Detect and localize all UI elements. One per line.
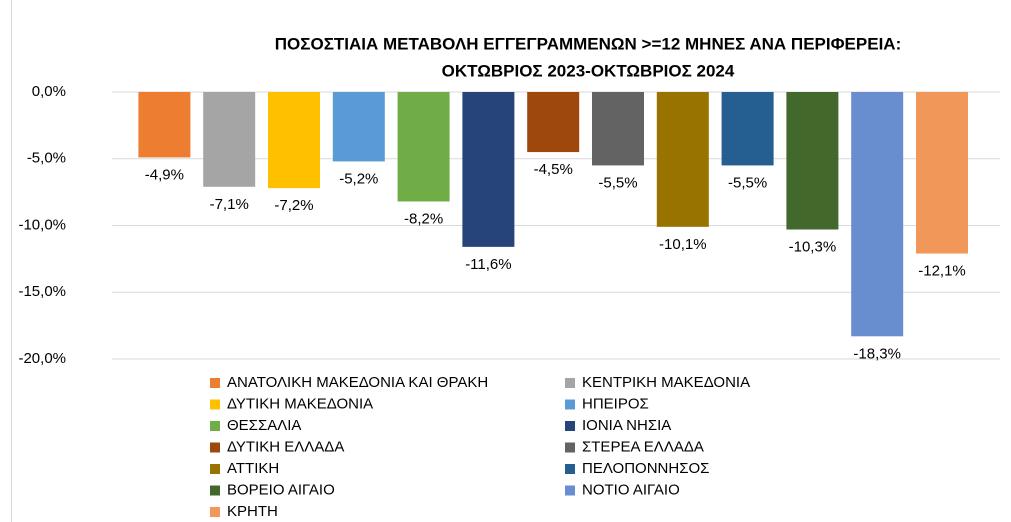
bar	[851, 92, 904, 337]
y-tick-label: -15,0%	[18, 283, 66, 300]
legend-label: ΑΤΤΙΚΗ	[227, 460, 279, 477]
y-tick-label: -10,0%	[18, 216, 66, 233]
bar	[138, 92, 191, 158]
bar	[462, 92, 515, 247]
bar	[916, 92, 968, 254]
legend-swatch	[210, 442, 220, 453]
bar	[268, 92, 320, 189]
legend-label: ΔΥΤΙΚΗ ΕΛΛΑΔΑ	[227, 438, 344, 455]
legend-swatch	[210, 507, 220, 517]
legend-label: ΚΡΗΤΗ	[227, 503, 278, 520]
value-label: -10,1%	[659, 236, 707, 253]
legend-label: ΠΕΛΟΠΟΝΝΗΣΟΣ	[582, 460, 709, 477]
bar	[332, 92, 385, 162]
value-label: -8,2%	[404, 210, 443, 227]
legend-swatch	[210, 378, 220, 388]
legend-label: ΚΕΝΤΡΙΚΗ ΜΑΚΕΔΟΝΙΑ	[582, 374, 750, 391]
value-label: -4,5%	[534, 161, 573, 178]
legend-swatch	[565, 421, 575, 431]
bar	[203, 92, 256, 187]
value-label: -11,6%	[465, 256, 511, 273]
value-label: -18,3%	[853, 345, 901, 362]
legend-label: ΔΥΤΙΚΗ ΜΑΚΕΔΟΝΙΑ	[227, 395, 373, 412]
legend-swatch	[565, 399, 575, 410]
legend-label: ΑΝΑΤΟΛΙΚΗ ΜΑΚΕΔΟΝΙΑ ΚΑΙ ΘΡΑΚΗ	[227, 374, 488, 391]
value-label: -12,1%	[918, 263, 966, 280]
bar	[721, 92, 774, 166]
legend-swatch	[210, 485, 220, 496]
bar	[656, 92, 709, 227]
legend-swatch	[210, 464, 220, 474]
legend-swatch	[565, 378, 575, 388]
legend-label: ΒΟΡΕΙΟ ΑΙΓΑΙΟ	[227, 481, 335, 498]
legend-label: ΣΤΕΡΕΑ ΕΛΛΑΔΑ	[582, 438, 704, 455]
value-label: -5,5%	[598, 174, 637, 191]
bar	[397, 92, 450, 202]
legend-label: ΙΟΝΙΑ ΝΗΣΙΑ	[582, 417, 671, 434]
legend-label: ΘΕΣΣΑΛΙΑ	[227, 417, 301, 434]
legend-swatch	[565, 485, 575, 496]
bar	[786, 92, 839, 230]
y-tick-label: -5,0%	[27, 150, 66, 167]
value-label: -7,2%	[274, 197, 313, 214]
y-tick-label: -20,0%	[18, 350, 66, 367]
bar	[592, 92, 644, 166]
value-label: -5,5%	[728, 174, 767, 191]
legend-swatch	[565, 442, 575, 453]
legend-label: ΝΟΤΙΟ ΑΙΓΑΙΟ	[582, 481, 680, 498]
legend-swatch	[210, 421, 220, 431]
y-tick-label: 0,0%	[32, 83, 66, 100]
value-label: -5,2%	[339, 170, 378, 187]
chart-title: ΟΚΤΩΒΡΙΟΣ 2023-ΟΚΤΩΒΡΙΟΣ 2024	[442, 61, 735, 80]
chart-title: ΠΟΣΟΣΤΙΑΙΑ ΜΕΤΑΒΟΛΗ ΕΓΓΕΓΡΑΜΜΕΝΩΝ >=12 Μ…	[275, 34, 901, 53]
legend-swatch	[210, 399, 220, 410]
bar	[527, 92, 580, 153]
value-label: -4,9%	[145, 166, 184, 183]
value-label: -7,1%	[210, 196, 249, 213]
value-label: -10,3%	[789, 238, 837, 255]
legend-swatch	[565, 464, 575, 474]
legend-label: ΗΠΕΙΡΟΣ	[582, 395, 649, 412]
